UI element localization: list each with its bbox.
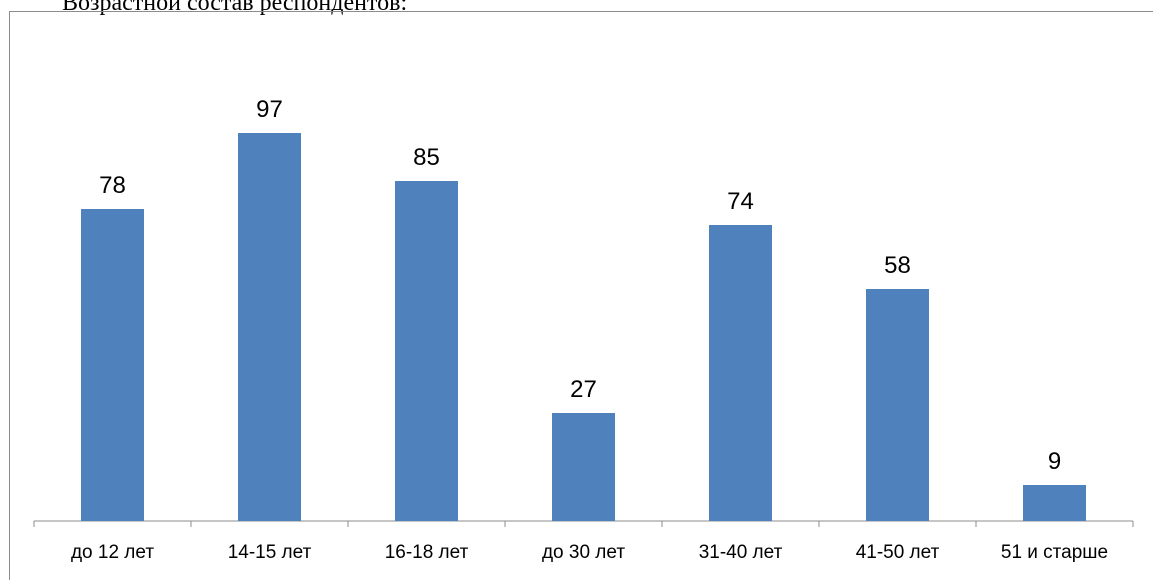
x-tick-label: 51 и старше (1001, 542, 1108, 563)
data-label: 9 (1048, 448, 1061, 475)
bar (81, 209, 144, 521)
bar (866, 289, 929, 521)
x-tick-label: 14-15 лет (228, 542, 312, 563)
data-label: 27 (570, 376, 597, 403)
x-tick-label: до 12 лет (71, 542, 154, 563)
bar (395, 181, 458, 521)
bar (1023, 485, 1086, 521)
data-label: 85 (413, 144, 440, 171)
data-label: 97 (256, 96, 283, 123)
bar (238, 133, 301, 521)
data-label: 58 (884, 252, 911, 279)
x-tick-label: 16-18 лет (385, 542, 469, 563)
data-label: 78 (99, 172, 126, 199)
x-tick-label: 31-40 лет (699, 542, 783, 563)
bar (709, 225, 772, 521)
chart-caption: Возрастной состав респондентов: (62, 0, 408, 16)
bar (552, 413, 615, 521)
data-label: 74 (727, 188, 754, 215)
chart-frame (9, 11, 1153, 580)
x-tick-label: до 30 лет (542, 542, 625, 563)
x-tick-label: 41-50 лет (856, 542, 940, 563)
